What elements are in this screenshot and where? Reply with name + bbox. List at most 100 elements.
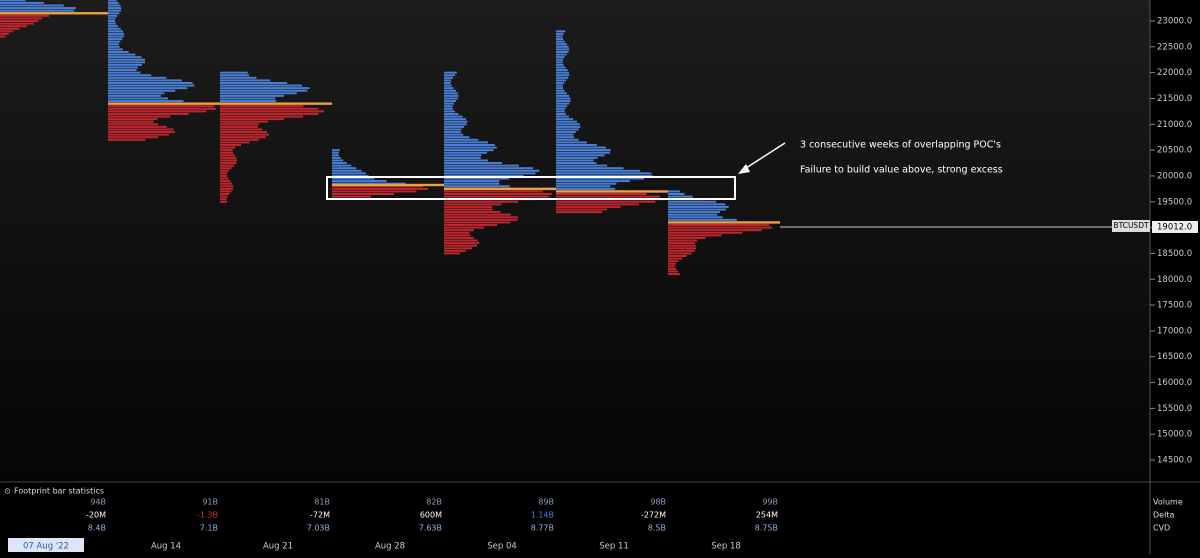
profile-bar [332, 151, 339, 154]
profile-bar [668, 270, 678, 273]
profile-bar [108, 45, 120, 48]
profile-bar [556, 185, 611, 188]
profile-bar [556, 38, 564, 41]
profile-bar [444, 102, 454, 105]
row-label: Delta [1153, 511, 1174, 520]
profile-bar [444, 138, 479, 141]
profile-bar [556, 81, 565, 84]
profile-bar [444, 100, 456, 103]
profile-bar [332, 182, 406, 185]
profile-bar [108, 100, 184, 103]
profile-bar [220, 172, 228, 175]
profile-bar [220, 133, 270, 136]
profile-bar [444, 211, 501, 214]
profile-bar [556, 66, 566, 69]
profile-bar [444, 200, 518, 203]
profile-bar [444, 115, 463, 118]
profile-bar [108, 4, 121, 7]
profile-bar [556, 156, 598, 159]
annotation: 3 consecutive weeks of overlapping POC's [800, 140, 1001, 151]
price-label: 15500.0 [1157, 404, 1192, 414]
profile-bar [108, 97, 168, 100]
profile-bar [108, 123, 159, 126]
profile-bar [668, 244, 696, 247]
profile-bar [556, 169, 641, 172]
profile-bar [220, 167, 232, 170]
profile-bar [668, 193, 685, 196]
profile-bar [444, 159, 488, 162]
profile-bar [108, 92, 165, 95]
profile-bar [108, 105, 214, 108]
profile-bar [444, 118, 466, 121]
row-label: Volume [1153, 498, 1183, 507]
stat-value: 7.1B [200, 524, 218, 533]
profile-bar [444, 146, 497, 149]
profile-bar [108, 7, 122, 10]
profile-bar [108, 1, 119, 4]
profile-bar [556, 56, 565, 59]
profile-bar [220, 146, 236, 149]
profile-bar [556, 200, 656, 203]
profile-bar [444, 239, 478, 242]
profile-bar [220, 100, 277, 103]
price-label: 22500.0 [1157, 42, 1192, 52]
profile-bar [220, 125, 258, 128]
profile-bar [444, 136, 470, 139]
stat-value: 99B [762, 498, 778, 507]
profile-bar [444, 125, 465, 128]
stat-value: 8.5B [648, 524, 666, 533]
profile-bar [444, 94, 459, 97]
profile-bar [668, 224, 770, 227]
profile-bar [108, 30, 124, 33]
profile-bar [444, 79, 452, 82]
profile-bar [444, 182, 500, 185]
profile-bar [668, 203, 726, 206]
profile-bar [444, 71, 457, 74]
profile-bar [668, 265, 676, 268]
profile-bar [444, 123, 467, 126]
profile-bar [332, 172, 366, 175]
price-label: 22000.0 [1157, 68, 1192, 78]
profile-bar [556, 100, 571, 103]
price-label: 17500.0 [1157, 301, 1192, 311]
profile-bar [556, 30, 566, 33]
profile-bar [108, 74, 152, 77]
profile-bar [444, 234, 471, 237]
profile-bar [556, 89, 565, 92]
profile-bar [556, 180, 630, 183]
profile-bar [444, 231, 470, 234]
stat-value: 1.14B [531, 511, 554, 520]
profile-bar [220, 164, 235, 167]
profile-bar [444, 205, 493, 208]
stat-value: 98B [650, 498, 666, 507]
profile-bar [220, 112, 319, 115]
profile-bar [668, 260, 679, 263]
profile-bar [556, 187, 616, 190]
profile-bar [220, 120, 268, 123]
profile-bar [556, 87, 564, 90]
price-label: 23000.0 [1157, 17, 1192, 27]
profile-bar [0, 27, 20, 30]
profile-bar [444, 216, 518, 219]
profile-bar [220, 79, 271, 82]
price-label: 18500.0 [1157, 249, 1192, 259]
profile-bar [556, 128, 579, 131]
profile-bar [668, 205, 729, 208]
profile-bar [556, 112, 566, 115]
profile-bar [444, 185, 510, 188]
profile-bar [556, 154, 605, 157]
profile-bar [668, 273, 680, 276]
profile-bar [220, 87, 310, 90]
profile-bar [220, 138, 259, 141]
date-label: Sep 18 [711, 542, 741, 552]
poc-bar [556, 190, 668, 193]
profile-bar [220, 185, 234, 188]
profile-bar [108, 131, 175, 134]
profile-bar [556, 92, 567, 95]
profile-bar [444, 162, 502, 165]
profile-bar [556, 162, 597, 165]
date-highlight [8, 538, 84, 552]
price-label: 19500.0 [1157, 197, 1192, 207]
